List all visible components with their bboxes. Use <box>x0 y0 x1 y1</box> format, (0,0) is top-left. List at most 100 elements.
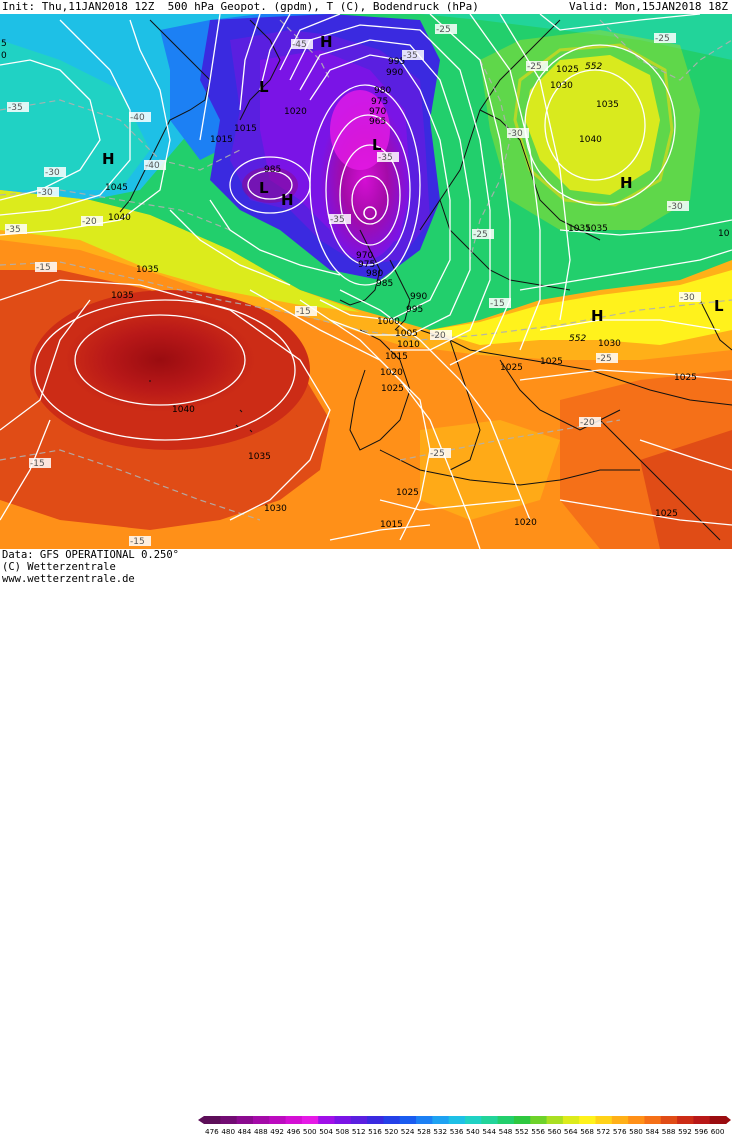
copyright: (C) Wetterzentrale <box>2 561 116 573</box>
colorbar-label: 568 <box>580 1127 594 1136</box>
temperature-label: -15 <box>36 263 51 273</box>
colorbar-swatch <box>530 1116 548 1124</box>
colorbar: 476 480 484 488 492 496 500 504 508 512 516 520 524 5… <box>198 1116 731 1136</box>
colorbar-swatch <box>285 1116 303 1124</box>
colorbar-swatch <box>432 1116 450 1124</box>
pressure-label: 5 <box>1 39 7 49</box>
high-pressure-marker: H <box>620 174 633 192</box>
colorbar-swatch <box>465 1116 482 1124</box>
pressure-labels: 995 990 980 975 970 965 1020 1015 1015 9… <box>1 39 730 530</box>
colorbar-label: 548 <box>499 1127 513 1136</box>
colorbar-label: 492 <box>270 1127 284 1136</box>
pressure-label: 1015 <box>210 135 233 145</box>
colorbar-label: 540 <box>466 1127 480 1136</box>
temperature-label: -35 <box>403 51 418 61</box>
pressure-label: 1015 <box>234 124 257 134</box>
colorbar-label: 500 <box>303 1127 317 1136</box>
temperature-label: -25 <box>655 34 670 44</box>
low-pressure-marker: L <box>259 179 269 197</box>
colorbar-swatch <box>628 1116 645 1124</box>
geopotential-labels: 552 552 <box>569 62 602 344</box>
colorbar-swatch <box>399 1116 417 1124</box>
temperature-labels: -35 -40 -45 -35 -30 -35 -40 -30 -25 -20 … <box>5 24 701 547</box>
colorbar-swatch <box>448 1116 466 1124</box>
colorbar-label: 516 <box>368 1127 382 1136</box>
pressure-label: 1040 <box>579 135 602 145</box>
colorbar-label: 484 <box>238 1127 252 1136</box>
colorbar-swatch <box>220 1116 238 1124</box>
pressure-label: 1025 <box>381 384 404 394</box>
website-url: www.wetterzentrale.de <box>2 573 135 585</box>
pressure-label: 970 <box>369 107 386 117</box>
pressure-label: 985 <box>264 165 281 175</box>
map-svg: 995 990 980 975 970 965 1020 1015 1015 9… <box>0 13 732 550</box>
pressure-label: 990 <box>410 292 427 302</box>
colorbar-label: 532 <box>433 1127 447 1136</box>
colorbar-label: 508 <box>336 1127 350 1136</box>
temperature-label: -25 <box>597 354 612 364</box>
colorbar-label: 528 <box>417 1127 431 1136</box>
pressure-label: 1020 <box>380 368 403 378</box>
colorbar-label: 564 <box>564 1127 578 1136</box>
temperature-label: -20 <box>82 217 97 227</box>
map-footer: Data: GFS OPERATIONAL 0.250° (C) Wetterz… <box>0 549 732 1136</box>
temperature-label: -15 <box>30 459 45 469</box>
pressure-label: 965 <box>369 117 386 127</box>
colorbar-swatch <box>204 1116 221 1124</box>
colorbar-label: 544 <box>482 1127 496 1136</box>
pressure-label: 1035 <box>136 265 159 275</box>
colorbar-swatch <box>709 1116 727 1124</box>
colorbar-label: 520 <box>384 1127 398 1136</box>
colorbar-swatch <box>252 1116 270 1124</box>
temperature-label: -35 <box>6 225 21 235</box>
pressure-label: 1035 <box>596 100 619 110</box>
low-center-ring <box>363 206 377 220</box>
colorbar-swatch <box>562 1116 580 1124</box>
field-description: 500 hPa Geopot. (gpdm), T (C), Bodendruc… <box>167 0 479 13</box>
low-pressure-marker: L <box>259 78 269 96</box>
pressure-label: 995 <box>388 57 405 67</box>
data-source: Data: GFS OPERATIONAL 0.250° <box>2 549 180 561</box>
weather-map: 995 990 980 975 970 965 1020 1015 1015 9… <box>0 0 732 550</box>
colorbar-swatch <box>383 1116 401 1124</box>
colorbar-swatch <box>301 1116 319 1124</box>
pressure-label: 1030 <box>550 81 573 91</box>
temperature-label: -15 <box>490 299 505 309</box>
high-pressure-marker: H <box>281 191 294 209</box>
pressure-label: 1025 <box>500 363 523 373</box>
temperature-label: -40 <box>145 161 160 171</box>
temperature-label: -15 <box>130 537 145 547</box>
low-pressure-marker: L <box>714 297 724 315</box>
temperature-label: -30 <box>680 293 695 303</box>
pressure-label: 995 <box>406 305 423 315</box>
colorbar-label: 596 <box>694 1127 708 1136</box>
temperature-label: -20 <box>580 418 595 428</box>
pressure-label: 1015 <box>380 520 403 530</box>
temperature-label: -35 <box>330 215 345 225</box>
colorbar-label: 512 <box>352 1127 366 1136</box>
colorbar-swatch <box>513 1116 531 1124</box>
colorbar-arrow-left <box>198 1116 204 1124</box>
pressure-label: 1025 <box>396 488 419 498</box>
colorbar-label: 524 <box>401 1127 415 1136</box>
geopotential-label: 552 <box>569 334 586 344</box>
colorbar-label: 576 <box>613 1127 627 1136</box>
pressure-label: 980 <box>366 269 383 279</box>
colorbar-label: 480 <box>221 1127 235 1136</box>
temperature-label: -30 <box>668 202 683 212</box>
pressure-label: 985 <box>376 279 393 289</box>
colorbar-label: 572 <box>597 1127 611 1136</box>
temperature-label: -35 <box>8 103 23 113</box>
colorbar-swatch <box>693 1116 711 1124</box>
pressure-label: 1000 <box>377 317 400 327</box>
temperature-label: -25 <box>473 230 488 240</box>
pressure-label: 1030 <box>264 504 287 514</box>
pressure-label: 1030 <box>598 339 621 349</box>
temperature-label: -25 <box>430 449 445 459</box>
pressure-label: 1010 <box>397 340 420 350</box>
isobars <box>0 13 732 550</box>
temperature-label: -30 <box>508 129 523 139</box>
colorbar-swatch <box>236 1116 254 1124</box>
pressure-label: 970 <box>356 251 373 261</box>
pressure-label: 975 <box>358 260 375 270</box>
